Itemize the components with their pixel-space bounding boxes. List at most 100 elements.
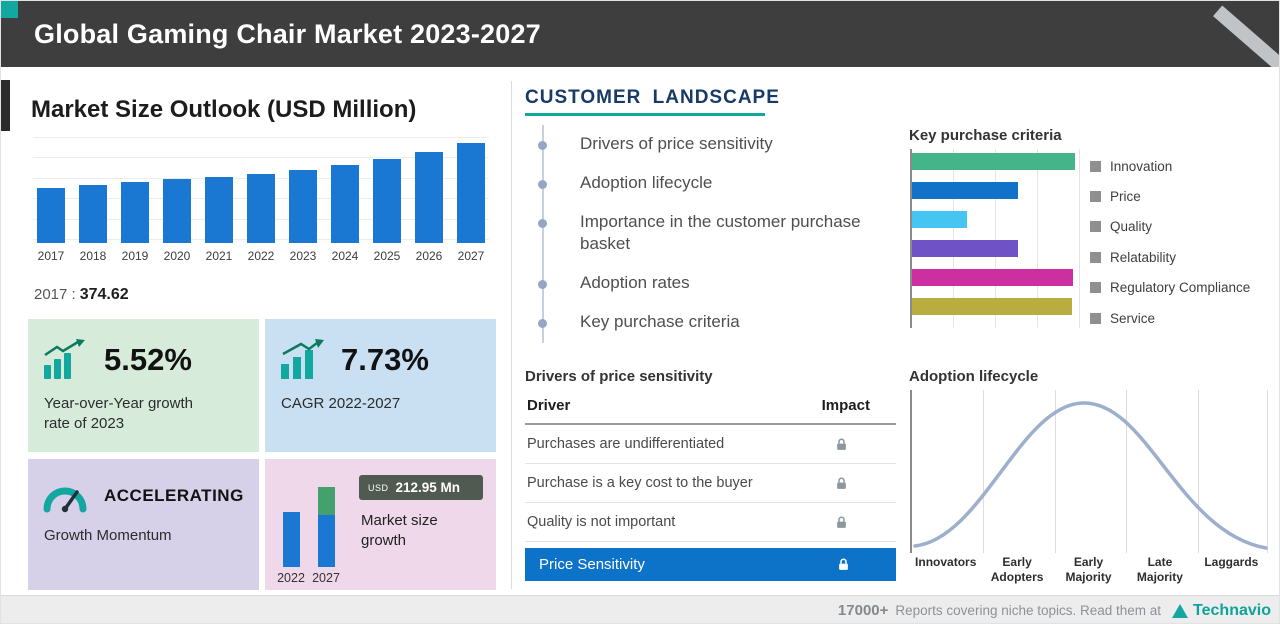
cagr-label: CAGR 2022-2027 (281, 395, 401, 412)
momentum-card: ACCELERATING Growth Momentum (28, 459, 259, 590)
corner-ribbon (1213, 5, 1279, 67)
customer-bullet-list: Drivers of price sensitivity Adoption lif… (538, 125, 886, 343)
adoption-gridline (1055, 390, 1056, 553)
growth-amount-badge: USD 212.95 Mn (359, 475, 483, 500)
kpc-bar (912, 269, 1073, 286)
market-size-bar (37, 188, 65, 243)
driver-name: Quality is not important (527, 514, 676, 530)
footer-text: Reports covering niche topics. Read them… (895, 603, 1162, 618)
growth-bars-icon (44, 339, 85, 379)
market-chart-gridline (33, 137, 489, 138)
bell-curve (913, 401, 1268, 550)
market-bar-year-label: 2025 (373, 249, 401, 263)
lock-icon (834, 437, 849, 452)
adoption-gridline (1126, 390, 1127, 553)
kpc-bar (912, 211, 967, 228)
kpc-bar (912, 240, 1018, 257)
kpc-legend-item: Innovation (1090, 151, 1250, 181)
driver-column-header: Driver (527, 397, 571, 414)
market-size-bar (415, 152, 443, 243)
kpc-legend-item: Service (1090, 303, 1250, 333)
drivers-title: Drivers of price sensitivity (525, 368, 713, 385)
driver-name: Purchases are undifferentiated (527, 436, 725, 452)
adoption-stage-label: Early Adopters (990, 555, 1044, 584)
market-size-bar (205, 177, 233, 243)
driver-name: Purchase is a key cost to the buyer (527, 475, 753, 491)
yoy-growth-value: 5.52% (104, 342, 192, 377)
kpc-bar (912, 298, 1072, 315)
adoption-stage-label: Early Majority (1065, 555, 1112, 584)
mini-year-end: 2027 (312, 571, 340, 585)
driver-row: Purchase is a key cost to the buyer (525, 464, 896, 503)
market-chart-bars: 2017 2018 2019 2020 2021 2022 2023 2024 2025 2026… (33, 137, 489, 263)
market-bar-year-label: 2019 (121, 249, 149, 263)
market-bar-slot: 2027 (453, 137, 489, 263)
drivers-table-header: Driver Impact (525, 397, 896, 425)
lock-icon (834, 476, 849, 491)
growth-amount: 212.95 Mn (395, 480, 461, 495)
teal-accent-square (1, 1, 18, 18)
kpc-legend-item: Price (1090, 181, 1250, 211)
drivers-table-body: Purchases are undifferentiated Purchase i… (525, 425, 896, 542)
lock-icon (834, 515, 849, 530)
technavio-logo[interactable]: Technavio (1172, 602, 1271, 620)
market-size-bar (457, 143, 485, 243)
title-underline (525, 113, 765, 116)
page-title: Global Gaming Chair Market 2023-2027 (34, 19, 541, 49)
kpc-gridline (1079, 149, 1080, 328)
legend-marker-icon (1090, 312, 1101, 324)
price-sensitivity-row: Price Sensitivity (525, 548, 896, 581)
market-bar-slot: 2022 (243, 137, 279, 263)
stat-cards: 5.52% Year-over-Year growth rate of 2023… (28, 319, 496, 590)
momentum-value: ACCELERATING (104, 486, 244, 505)
market-bar-slot: 2020 (159, 137, 195, 263)
adoption-stage-label: Innovators (915, 555, 977, 569)
market-size-bar (247, 174, 275, 243)
market-bar-slot: 2021 (201, 137, 237, 263)
customer-bullet-item: Key purchase criteria (538, 303, 886, 342)
kpc-legend-label: Quality (1110, 219, 1153, 235)
kpc-gridline (953, 149, 954, 328)
market-size-bar (373, 159, 401, 243)
kpc-legend-item: Quality (1090, 212, 1250, 242)
left-accent-bar (1, 80, 10, 131)
kpc-legend-label: Innovation (1110, 158, 1173, 174)
kpc-legend-label: Service (1110, 310, 1156, 326)
adoption-gridline (1198, 390, 1199, 553)
base-year-note: 2017 :374.62 (34, 286, 129, 304)
legend-marker-icon (1090, 221, 1101, 233)
growth-currency: USD (368, 482, 389, 493)
legend-marker-icon (1090, 160, 1101, 172)
market-size-chart: 2017 2018 2019 2020 2021 2022 2023 2024 2025 2026… (33, 137, 489, 263)
adoption-lifecycle-title: Adoption lifecycle (909, 368, 1039, 385)
driver-row: Purchases are undifferentiated (525, 425, 896, 464)
market-size-title: Market Size Outlook (USD Million) (31, 96, 417, 123)
yoy-growth-card: 5.52% Year-over-Year growth rate of 2023 (28, 319, 259, 452)
speedometer-icon (43, 487, 87, 513)
market-bar-slot: 2019 (117, 137, 153, 263)
technavio-triangle-icon (1172, 603, 1189, 618)
legend-marker-icon (1090, 282, 1101, 294)
lock-icon (836, 557, 851, 572)
legend-marker-icon (1090, 191, 1101, 203)
impact-column-header: Impact (821, 397, 870, 414)
kpc-legend-label: Regulatory Compliance (1110, 280, 1251, 296)
kpc-legend-item: Relatability (1090, 242, 1250, 272)
market-chart-gridline (33, 157, 489, 159)
kpc-gridline (995, 149, 996, 328)
customer-bullet-item: Adoption lifecycle (538, 164, 886, 203)
adoption-stage-label: Laggards (1204, 555, 1259, 569)
market-size-bar (163, 179, 191, 243)
price-sensitivity-label: Price Sensitivity (539, 556, 645, 573)
kpc-legend-label: Relatability (1110, 249, 1177, 265)
mini-bar-2027-growth (318, 487, 335, 515)
adoption-stage-label: Late Majority (1136, 555, 1183, 584)
market-size-bar (121, 182, 149, 243)
adoption-chart (910, 390, 1268, 553)
customer-bullet-item: Drivers of price sensitivity (538, 125, 886, 164)
kpc-legend-item: Regulatory Compliance (1090, 273, 1250, 303)
legend-marker-icon (1090, 251, 1101, 263)
customer-landscape-title: CUSTOMER LANDSCAPE (525, 87, 780, 108)
driver-row: Quality is not important (525, 503, 896, 542)
mini-year-start: 2022 (277, 571, 305, 585)
